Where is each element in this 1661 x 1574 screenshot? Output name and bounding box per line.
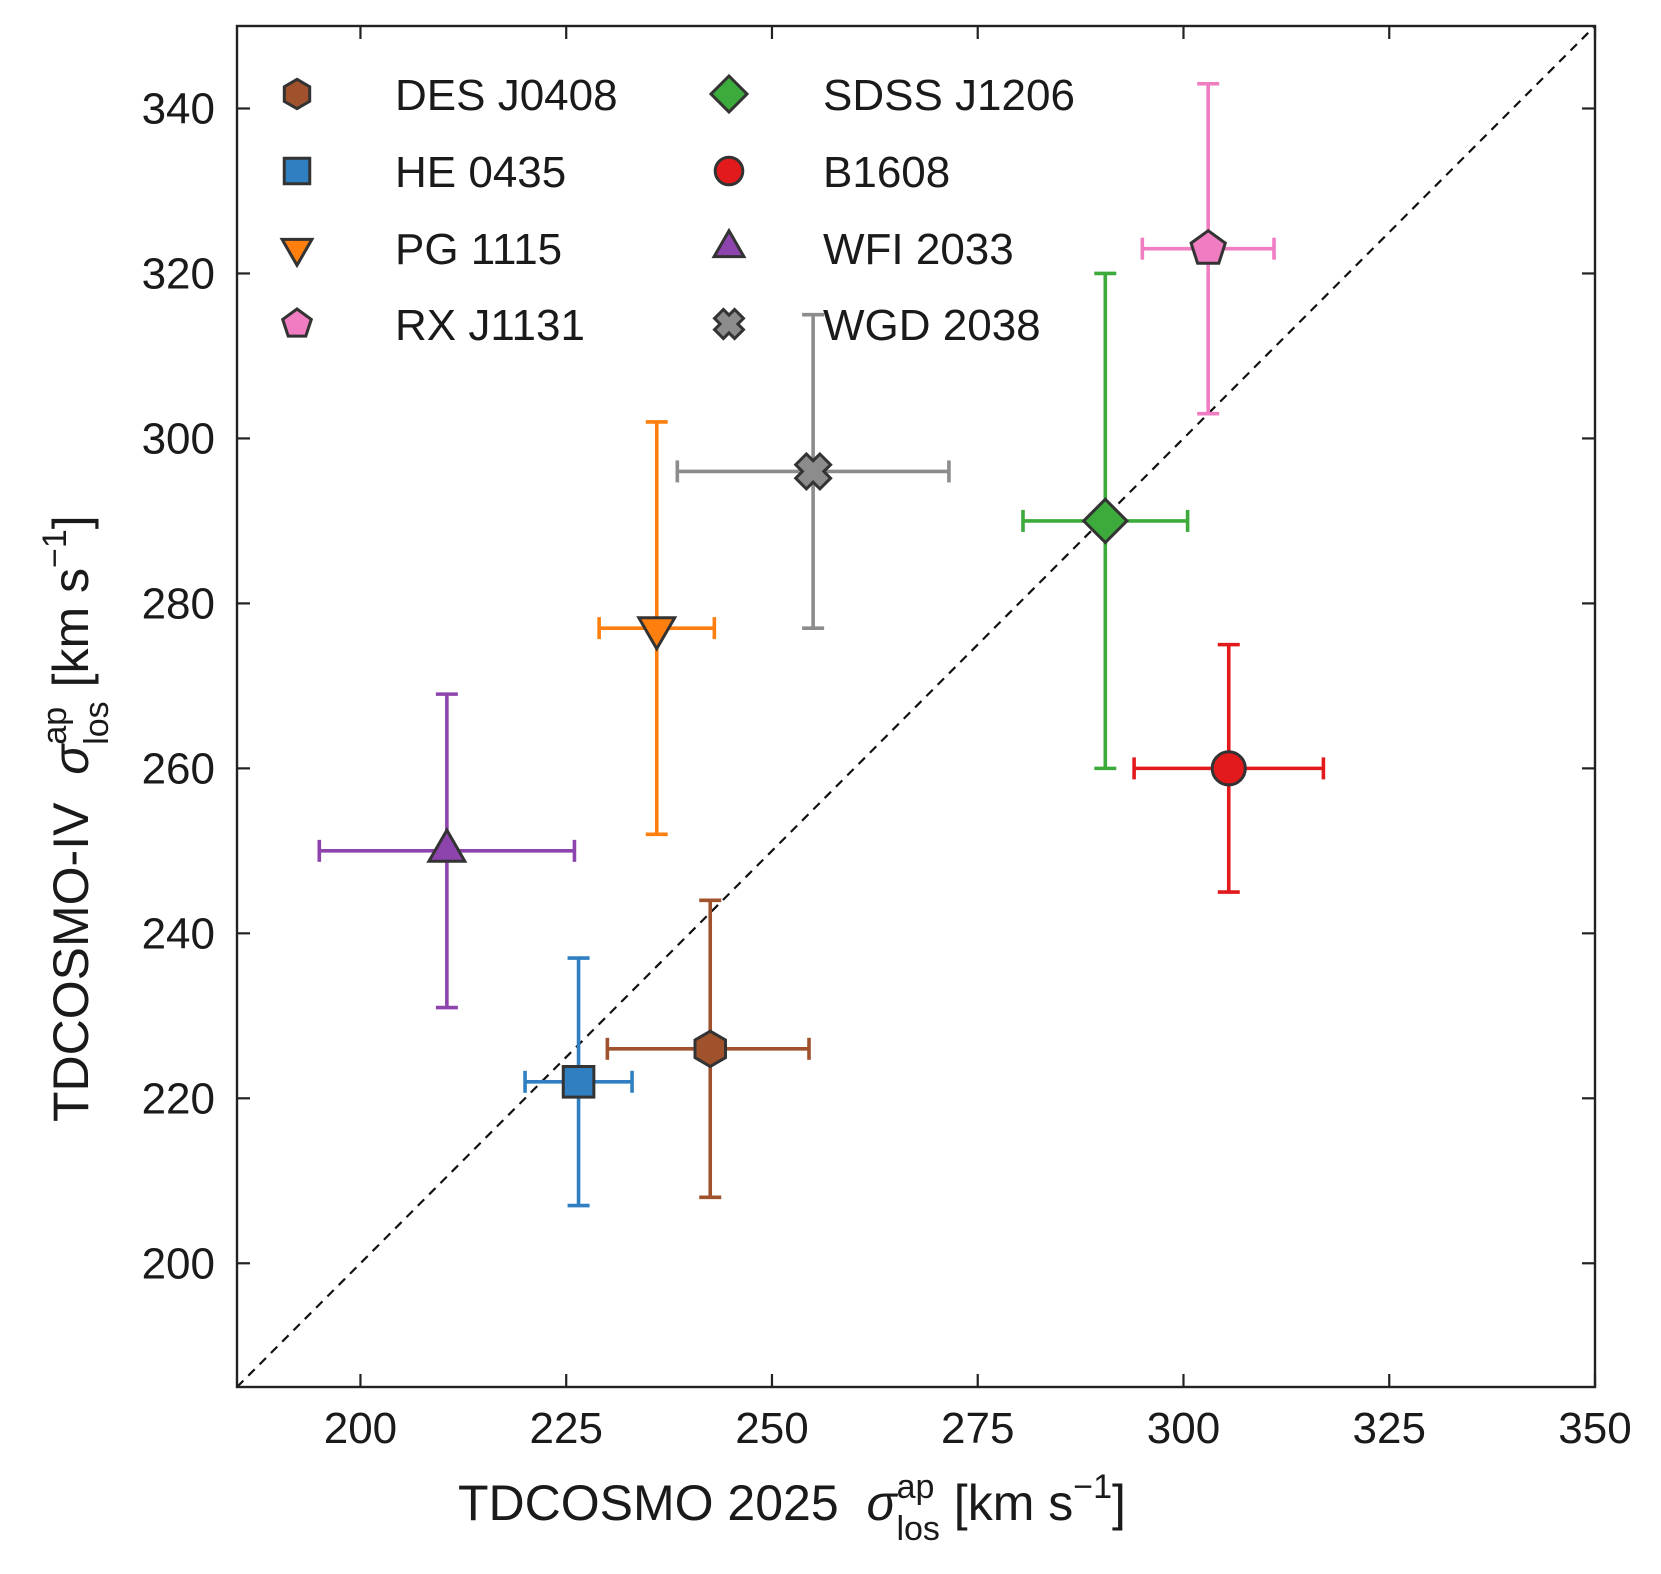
y-axis-title-part-1: σ <box>43 743 99 775</box>
x-axis-title: TDCOSMO 2025 σap los [km s−1] <box>458 1468 1126 1548</box>
plot-frame <box>235 24 1597 1389</box>
legend-label-des-j0408: DES J0408 <box>395 71 618 120</box>
x-tick-label-300: 300 <box>1147 1404 1220 1453</box>
axis-titles-group: TDCOSMO 2025 σap los [km s−1]TDCOSMO-IV σ… <box>36 515 1126 1548</box>
legend-item-he-0435: HE 0435 <box>282 148 566 197</box>
marker-he-0435 <box>561 1065 596 1099</box>
legend-item-wfi-2033: WFI 2033 <box>711 225 1014 274</box>
point-sdss-j1206 <box>1021 271 1190 771</box>
y-axis-title-part-3: los <box>78 701 116 744</box>
marker-rx-j1131 <box>1189 228 1228 265</box>
legend-item-pg-1115: PG 1115 <box>279 225 562 274</box>
marker-sdss-j1206 <box>1081 497 1130 545</box>
legend-item-sdss-j1206: SDSS J1206 <box>708 71 1075 120</box>
legend-label-pg-1115: PG 1115 <box>395 225 562 274</box>
y-tick-label-260: 260 <box>142 744 215 793</box>
y-tick-label-220: 220 <box>142 1074 215 1123</box>
ticks-group: 200 225 250 275 300 325 350 200 220 240 260 280 300 3… <box>142 26 1632 1453</box>
legend-label-wgd-2038: WGD 2038 <box>823 301 1041 350</box>
point-wgd-2038 <box>675 312 951 630</box>
y-tick-label-300: 300 <box>142 414 215 463</box>
reference-line <box>236 25 1596 1388</box>
point-rx-j1131 <box>1140 81 1276 416</box>
legend-label-he-0435: HE 0435 <box>395 148 566 197</box>
legend-marker-des-j0408 <box>282 77 312 111</box>
x-axis-title-part-3: los <box>896 1510 939 1548</box>
y-axis-title-group: TDCOSMO-IV σap los [km s−1] <box>36 515 116 1122</box>
marker-wgd-2038 <box>793 451 833 492</box>
y-axis-title-part-4: [km s <box>43 568 99 701</box>
x-tick-label-225: 225 <box>530 1404 603 1453</box>
x-axis-title-part-1: σ <box>866 1475 898 1531</box>
x-axis-title-part-0: TDCOSMO 2025 <box>458 1475 866 1531</box>
legend-marker-pg-1115 <box>279 237 315 269</box>
marker-wfi-2033 <box>426 827 468 863</box>
point-b1608 <box>1132 642 1326 894</box>
point-des-j0408 <box>605 898 811 1200</box>
x-axis-title-part-2: ap <box>897 1468 935 1506</box>
legend-label-rx-j1131: RX J1131 <box>395 301 585 350</box>
x-tick-label-200: 200 <box>324 1404 397 1453</box>
x-tick-label-250: 250 <box>735 1404 808 1453</box>
y-axis-title-part-2: ap <box>36 707 74 745</box>
x-tick-label-275: 275 <box>941 1404 1014 1453</box>
y-tick-label-320: 320 <box>142 249 215 298</box>
marker-des-j0408 <box>693 1029 727 1069</box>
y-axis-title-part-0: TDCOSMO-IV <box>43 775 99 1122</box>
legend-label-b1608: B1608 <box>823 148 950 197</box>
y-tick-label-280: 280 <box>142 579 215 628</box>
y-axis-title: TDCOSMO-IV σap los [km s−1] <box>36 515 116 1122</box>
data-points-group <box>317 81 1326 1208</box>
y-tick-label-240: 240 <box>142 909 215 958</box>
legend-marker-sdss-j1206 <box>708 73 750 115</box>
x-axis-title-part-4: [km s <box>940 1475 1073 1531</box>
legend-item-des-j0408: DES J0408 <box>282 71 618 120</box>
point-wfi-2033 <box>317 692 577 1010</box>
x-tick-label-350: 350 <box>1558 1404 1631 1453</box>
legend-item-wgd-2038: WGD 2038 <box>712 301 1041 350</box>
x-axis-title-part-5: −1 <box>1073 1468 1112 1506</box>
point-he-0435 <box>523 956 634 1208</box>
legend-marker-wfi-2033 <box>711 227 747 259</box>
reference-line-group <box>236 25 1596 1388</box>
y-axis-title-part-6: ] <box>43 515 99 529</box>
legend-marker-wgd-2038 <box>712 307 746 341</box>
x-axis-title-part-6: ] <box>1112 1475 1126 1531</box>
legend-marker-rx-j1131 <box>280 307 314 338</box>
legend: DES J0408 HE 0435 PG 1115 RX J1131 SDSS J120… <box>279 71 1075 350</box>
y-tick-label-340: 340 <box>142 84 215 133</box>
legend-marker-he-0435 <box>282 156 312 186</box>
plot-frame-group <box>235 24 1597 1389</box>
y-tick-label-200: 200 <box>142 1239 215 1288</box>
legend-label-wfi-2033: WFI 2033 <box>823 225 1014 274</box>
marker-b1608 <box>1210 750 1247 787</box>
legend-marker-b1608 <box>713 155 745 187</box>
x-tick-label-325: 325 <box>1353 1404 1426 1453</box>
marker-pg-1115 <box>636 616 678 652</box>
legend-item-rx-j1131: RX J1131 <box>280 301 585 350</box>
point-pg-1115 <box>597 420 717 837</box>
y-axis-title-part-5: −1 <box>36 529 74 568</box>
legend-item-b1608: B1608 <box>713 148 950 197</box>
legend-label-sdss-j1206: SDSS J1206 <box>823 71 1075 120</box>
